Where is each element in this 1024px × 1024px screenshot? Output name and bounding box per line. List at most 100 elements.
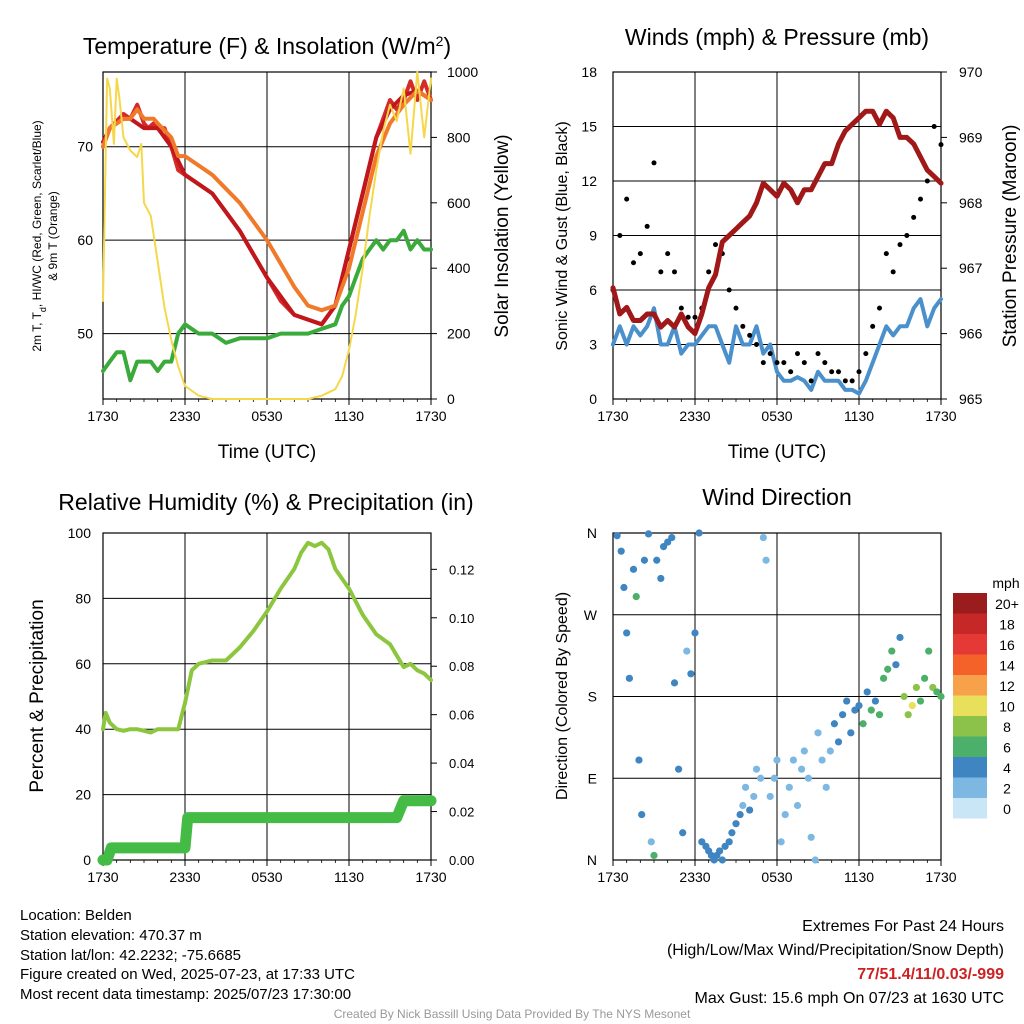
direction-point bbox=[900, 692, 908, 701]
gust-point bbox=[781, 360, 787, 366]
direction-point bbox=[916, 697, 925, 705]
colorbar-label: 2 bbox=[1003, 781, 1011, 797]
y2-axis-label: Solar Insolation (Yellow) bbox=[492, 134, 513, 337]
x-tick-label: 1730 bbox=[597, 869, 628, 885]
chart-title-superscript: 2 bbox=[436, 33, 444, 49]
direction-point bbox=[937, 692, 945, 701]
gust-point bbox=[815, 351, 821, 357]
y-axis-label-sub: d bbox=[38, 307, 48, 312]
series-solar-insolation bbox=[102, 71, 432, 400]
x-tick-label: 1130 bbox=[334, 408, 364, 424]
gust-point bbox=[856, 369, 862, 375]
gust-point bbox=[713, 242, 718, 248]
panel-0: 1730 2330 0530 1130 1730 50 60 70 0 200 400 600 800 1… bbox=[30, 33, 513, 463]
y-tick-label: S bbox=[588, 689, 597, 705]
max-gust: Max Gust: 15.6 mph On 07/23 at 1630 UTC bbox=[694, 990, 1005, 1007]
colorbar-label: 6 bbox=[1003, 740, 1011, 756]
direction-point bbox=[750, 792, 758, 801]
y2-tick-label: 600 bbox=[447, 195, 471, 211]
x-tick-label: 2330 bbox=[169, 408, 200, 424]
y-tick-label: 60 bbox=[77, 232, 93, 248]
x-tick-label: 1730 bbox=[925, 869, 956, 885]
colorbar-swatch bbox=[953, 736, 987, 757]
gust-point bbox=[706, 269, 712, 275]
direction-point bbox=[647, 838, 655, 846]
gust-point bbox=[842, 378, 848, 384]
y-tick-label: 40 bbox=[75, 721, 91, 737]
colorbar-label: 4 bbox=[1003, 760, 1011, 776]
series-station-pressure bbox=[610, 108, 944, 337]
direction-point bbox=[687, 670, 695, 678]
gust-point bbox=[651, 160, 657, 166]
direction-point bbox=[623, 629, 631, 637]
y-tick-label: 15 bbox=[581, 119, 597, 135]
direction-point bbox=[770, 774, 778, 782]
gust-point bbox=[692, 314, 698, 320]
colorbar-swatch bbox=[953, 757, 987, 778]
colorbar-swatch bbox=[953, 613, 987, 634]
gust-point bbox=[760, 360, 766, 366]
direction-point bbox=[875, 711, 884, 719]
chart-title: Wind Direction bbox=[702, 484, 852, 510]
y2-tick-label: 0.08 bbox=[449, 659, 474, 674]
direction-point bbox=[781, 810, 789, 819]
y-tick-label: 0 bbox=[589, 391, 597, 407]
direction-point bbox=[650, 851, 658, 860]
y-tick-label: E bbox=[588, 770, 597, 786]
y2-tick-label: 1000 bbox=[447, 64, 478, 80]
y2-tick-label: 0 bbox=[447, 391, 455, 407]
direction-point bbox=[798, 765, 806, 773]
direction-point bbox=[757, 774, 765, 782]
direction-point bbox=[613, 532, 621, 540]
panel-2: 1730 2330 0530 1130 17300204060801000.000.02… bbox=[27, 489, 474, 885]
x-tick-label: 0530 bbox=[761, 869, 792, 885]
extremes-values: 77/51.4/11/0.03/-999 bbox=[857, 966, 1004, 983]
direction-point bbox=[617, 547, 625, 555]
series-sonic-wind bbox=[611, 297, 943, 396]
direction-point bbox=[695, 529, 703, 537]
gust-point bbox=[665, 251, 671, 257]
gust-point bbox=[624, 196, 630, 202]
direction-point bbox=[904, 711, 912, 719]
colorbar-label: 18 bbox=[999, 617, 1015, 633]
series-precipitation bbox=[97, 795, 437, 866]
x-tick-label: 0530 bbox=[251, 869, 282, 885]
series-dewpoint bbox=[101, 228, 433, 383]
gust-point bbox=[911, 214, 917, 220]
colorbar-swatch bbox=[953, 593, 987, 614]
x-tick-label: 1730 bbox=[87, 408, 118, 424]
gust-point bbox=[774, 360, 780, 366]
gust-point bbox=[924, 178, 930, 184]
y-tick-label: 6 bbox=[589, 282, 597, 298]
direction-point bbox=[741, 783, 750, 791]
x-tick-label: 2330 bbox=[169, 869, 200, 885]
colorbar-swatch bbox=[953, 654, 987, 675]
direction-point bbox=[691, 629, 699, 637]
y-tick-label: W bbox=[584, 607, 598, 623]
direction-point bbox=[777, 838, 785, 846]
direction-point bbox=[679, 829, 687, 837]
x-tick-label: 2330 bbox=[679, 408, 710, 424]
series-heat-index bbox=[101, 88, 433, 327]
direction-point bbox=[766, 792, 774, 801]
credit-line: Created By Nick Bassill Using Data Provi… bbox=[333, 1007, 691, 1021]
chart-title: Winds (mph) & Pressure (mb) bbox=[625, 24, 929, 50]
direction-point bbox=[871, 697, 880, 705]
direction-point bbox=[789, 756, 798, 764]
direction-point bbox=[739, 801, 747, 810]
gust-point bbox=[904, 233, 910, 238]
extremes-title: Extremes For Past 24 Hours bbox=[802, 918, 1004, 935]
y-axis-label: Direction (Colored By Speed) bbox=[554, 592, 571, 800]
direction-point bbox=[668, 533, 676, 542]
gust-point bbox=[877, 305, 882, 311]
x-tick-label: 1130 bbox=[844, 869, 874, 885]
direction-point bbox=[728, 829, 736, 837]
gust-point bbox=[678, 305, 684, 311]
y-tick-label: 3 bbox=[589, 337, 597, 353]
direction-point bbox=[736, 810, 744, 819]
y2-tick-label: 968 bbox=[959, 195, 983, 211]
gust-point bbox=[836, 369, 841, 375]
gust-point bbox=[740, 323, 746, 329]
